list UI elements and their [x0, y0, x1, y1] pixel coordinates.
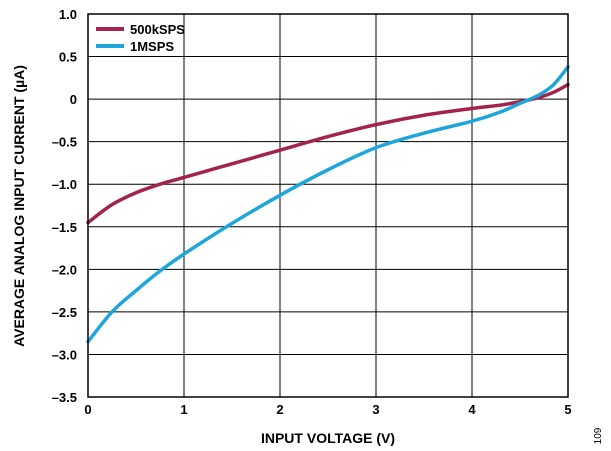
x-tick-label: 5	[564, 402, 571, 417]
grid	[87, 13, 569, 398]
y-tick-label: 0.5	[59, 50, 77, 65]
y-tick-label: –3.0	[52, 347, 77, 362]
y-tick-label: –3.5	[52, 390, 77, 405]
x-axis-title: INPUT VOLTAGE (V)	[261, 430, 395, 446]
y-tick-label: –1.0	[52, 177, 77, 192]
legend-label-500ksps: 500kSPS	[130, 22, 185, 37]
y-tick-label: –0.5	[52, 135, 77, 150]
y-tick-label: –2.5	[52, 305, 77, 320]
figure-number: 109	[593, 427, 604, 444]
y-tick-label: –2.0	[52, 262, 77, 277]
series-line-1msps	[86, 65, 570, 344]
plot-border	[87, 13, 569, 398]
x-tick-label: 3	[372, 402, 379, 417]
plot-frame	[87, 13, 569, 398]
x-tick-label: 2	[276, 402, 283, 417]
series-lines	[86, 65, 570, 344]
y-tick-label: 0	[70, 92, 77, 107]
x-tick-label: 0	[84, 402, 91, 417]
legend: 500kSPS 1MSPS	[96, 22, 185, 54]
y-tick-label: 1.0	[59, 7, 77, 22]
x-tick-label: 4	[468, 402, 476, 417]
x-tick-label: 1	[180, 402, 187, 417]
legend-label-1msps: 1MSPS	[130, 39, 174, 54]
tick-labels: 0 1 2 3 4 5 1.0 0.5 0 –0.5 –1.0 –1.5 –2.0 –2.5 –3.0 –3.…	[52, 7, 572, 417]
series-line-500ksps	[86, 82, 570, 225]
y-tick-label: –1.5	[52, 220, 77, 235]
y-axis-title: AVERAGE ANALOG INPUT CURRENT (µA)	[11, 65, 27, 347]
